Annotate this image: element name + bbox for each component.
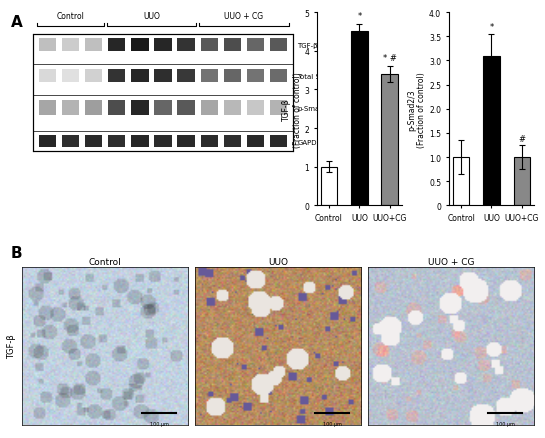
Bar <box>201 39 218 52</box>
Text: UUO + CG: UUO + CG <box>225 12 264 21</box>
Bar <box>39 69 56 82</box>
Bar <box>154 101 172 115</box>
Text: UUO: UUO <box>143 12 160 21</box>
Bar <box>178 39 195 52</box>
Bar <box>178 101 195 115</box>
Bar <box>108 101 125 115</box>
Text: p-Smad2/3: p-Smad2/3 <box>297 106 335 111</box>
Bar <box>39 101 56 115</box>
Bar <box>270 101 287 115</box>
Y-axis label: TGF-β
(Fraction of control): TGF-β (Fraction of control) <box>282 72 301 147</box>
Bar <box>453 158 469 206</box>
Bar <box>247 39 264 52</box>
Text: B: B <box>11 245 22 260</box>
Text: TGF-β: TGF-β <box>297 42 318 49</box>
Bar <box>154 136 172 148</box>
Bar <box>270 69 287 82</box>
Bar <box>62 101 79 115</box>
Bar <box>154 69 172 82</box>
Bar <box>62 136 79 148</box>
Bar <box>85 39 102 52</box>
FancyBboxPatch shape <box>33 35 293 152</box>
Bar <box>247 136 264 148</box>
Bar <box>201 69 218 82</box>
Bar <box>247 69 264 82</box>
Title: UUO + CG: UUO + CG <box>428 258 474 266</box>
Bar <box>108 69 125 82</box>
Text: Total Smad2/3: Total Smad2/3 <box>297 73 347 79</box>
Bar <box>131 101 149 115</box>
Text: A: A <box>11 15 23 30</box>
Text: 100 μm: 100 μm <box>323 421 342 426</box>
Bar <box>131 39 149 52</box>
Bar <box>201 101 218 115</box>
Text: 100 μm: 100 μm <box>149 421 168 426</box>
Bar <box>154 39 172 52</box>
Text: GAPDH: GAPDH <box>297 139 322 145</box>
Bar <box>513 158 530 206</box>
Bar <box>382 75 398 206</box>
Bar <box>62 39 79 52</box>
Bar <box>270 39 287 52</box>
Bar <box>108 136 125 148</box>
Bar <box>223 69 241 82</box>
Text: *: * <box>358 12 361 21</box>
Bar <box>62 69 79 82</box>
Bar <box>483 57 500 206</box>
Text: *: * <box>489 23 494 32</box>
Text: * #: * # <box>383 54 397 63</box>
Text: Control: Control <box>57 12 84 21</box>
Y-axis label: TGF-β: TGF-β <box>7 334 16 358</box>
Bar <box>223 136 241 148</box>
Bar <box>247 101 264 115</box>
Bar <box>270 136 287 148</box>
Bar <box>39 136 56 148</box>
Bar <box>178 69 195 82</box>
Bar <box>178 136 195 148</box>
Bar <box>223 39 241 52</box>
Bar <box>131 136 149 148</box>
Text: 100 μm: 100 μm <box>495 421 514 426</box>
Bar <box>223 101 241 115</box>
Bar <box>108 39 125 52</box>
Bar <box>351 32 368 206</box>
Bar <box>85 69 102 82</box>
Title: UUO: UUO <box>268 258 288 266</box>
Text: #: # <box>518 134 525 143</box>
Y-axis label: p-Smad2/3
(Fraction of control): p-Smad2/3 (Fraction of control) <box>407 72 426 147</box>
Bar <box>201 136 218 148</box>
Bar <box>85 101 102 115</box>
Title: Control: Control <box>89 258 122 266</box>
Bar <box>131 69 149 82</box>
Bar <box>39 39 56 52</box>
Bar <box>320 167 337 206</box>
Bar <box>85 136 102 148</box>
